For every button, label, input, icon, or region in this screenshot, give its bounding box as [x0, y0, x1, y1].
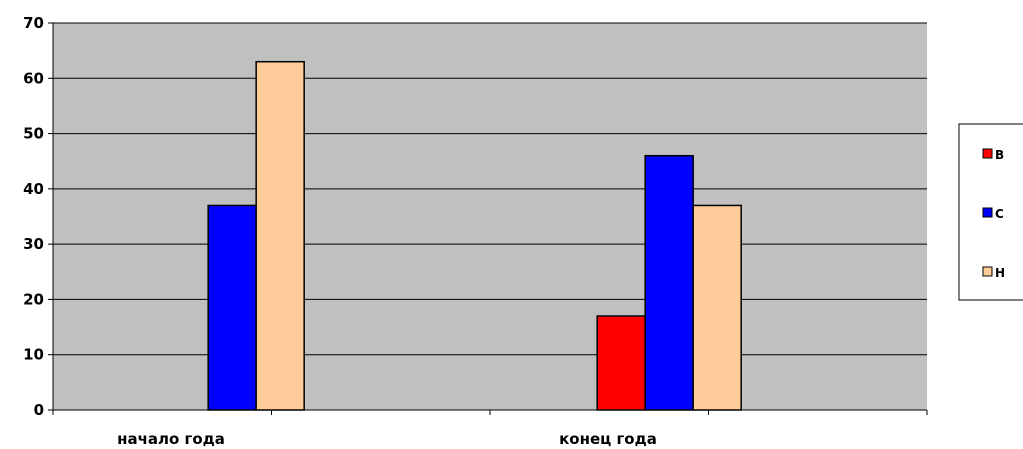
legend-swatch-В [982, 148, 993, 159]
y-tick-label: 0 [34, 401, 44, 419]
legend-swatch-Н [982, 266, 993, 277]
x-axis-ticks [52, 410, 928, 415]
y-tick-labels: 0 10 20 30 40 50 60 70 [23, 14, 53, 419]
y-tick-label: 60 [23, 69, 44, 87]
bar-Н-0 [255, 60, 305, 411]
gridlines [53, 22, 927, 356]
bar-В-1 [596, 315, 646, 411]
category-labels: начало года конец года [117, 430, 657, 448]
plot-area [53, 23, 927, 410]
bar-Н-1 [692, 204, 742, 411]
y-tick-label: 20 [23, 290, 44, 308]
y-tick-label: 10 [23, 346, 44, 364]
legend-swatch-С [982, 207, 993, 218]
y-tick-label: 40 [23, 180, 44, 198]
bars [207, 60, 742, 411]
category-label: конец года [559, 430, 657, 448]
legend-label: Н [995, 266, 1005, 280]
category-label: начало года [117, 430, 225, 448]
legend: В С Н [958, 123, 1023, 301]
legend-label: С [995, 207, 1004, 221]
bar-С-0 [207, 204, 257, 411]
y-tick-label: 70 [23, 14, 44, 32]
y-tick-label: 50 [23, 125, 44, 143]
bar-С-1 [644, 154, 694, 411]
legend-label: В [995, 148, 1004, 162]
y-tick-label: 30 [23, 235, 44, 253]
